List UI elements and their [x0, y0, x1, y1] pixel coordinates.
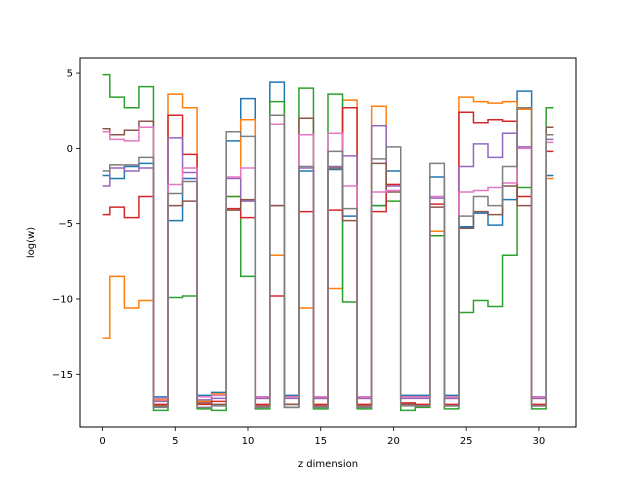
plot-frame	[79, 57, 577, 428]
x-tick-label: 10	[242, 436, 255, 447]
x-axis-label: z dimension	[298, 459, 358, 470]
x-tick-label: 5	[172, 436, 178, 447]
y-tick-label: 0	[67, 144, 73, 155]
y-tick-label: 5	[67, 69, 73, 80]
y-axis: 5 0 −5 −10 −15	[52, 69, 80, 381]
x-tick-label: 15	[314, 436, 327, 447]
x-tick-label: 0	[99, 436, 105, 447]
series-line-8	[102, 106, 554, 409]
y-tick-label: −5	[58, 219, 73, 230]
y-tick-label: −10	[52, 294, 73, 305]
y-axis-label: log(w)	[26, 227, 37, 258]
x-axis: 0 5 10 15 20 25 30	[99, 427, 545, 447]
x-tick-label: 30	[533, 436, 546, 447]
series-layer	[102, 73, 554, 412]
x-tick-label: 20	[387, 436, 400, 447]
y-tick-label: −15	[52, 370, 73, 381]
x-tick-label: 25	[460, 436, 473, 447]
